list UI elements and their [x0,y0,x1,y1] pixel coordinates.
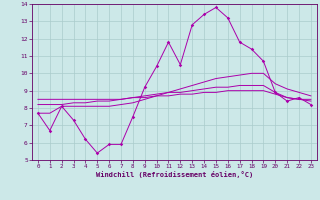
X-axis label: Windchill (Refroidissement éolien,°C): Windchill (Refroidissement éolien,°C) [96,171,253,178]
